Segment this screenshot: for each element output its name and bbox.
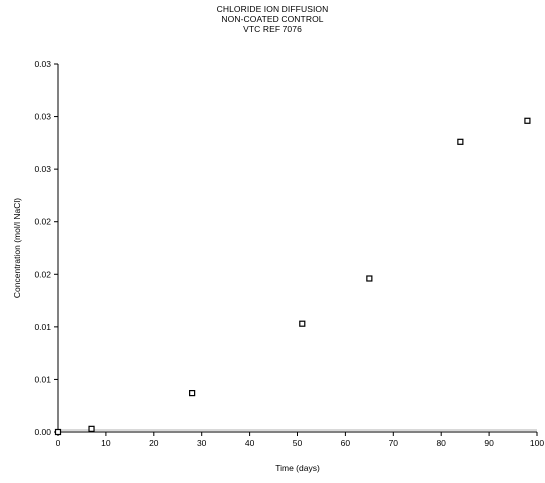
x-tick-label: 0 [56,438,61,448]
y-tick-label: 0.01 [34,322,51,332]
x-tick-label: 10 [101,438,111,448]
y-tick-label: 0.03 [34,164,51,174]
x-tick-label: 50 [293,438,303,448]
data-point [457,138,464,145]
y-tick-label: 0.03 [34,59,51,69]
x-tick-label: 80 [436,438,446,448]
x-axis-ticks: 0 10 20 30 40 50 60 70 80 90 100 [56,432,544,448]
x-axis-title: Time (days) [275,463,320,473]
y-tick-label: 0.02 [34,217,51,227]
chart-title: CHLORIDE ION DIFFUSION NON-COATED CONTRO… [0,4,545,34]
axes [57,64,537,433]
x-tick-label: 60 [341,438,351,448]
y-tick-label: 0.01 [34,374,51,384]
data-point [366,275,373,282]
data-point [524,117,531,124]
y-axis-title: Concentration (mol/l NaCl) [12,198,22,298]
x-tick-label: 70 [389,438,399,448]
y-tick-label: 0.03 [34,112,51,122]
y-tick-label: 0.02 [34,269,51,279]
x-tick-label: 90 [484,438,494,448]
chart-title-line-2: NON-COATED CONTROL [221,14,324,24]
data-point [54,428,62,436]
x-tick-label: 40 [245,438,255,448]
chart-title-line-3: VTC REF 7076 [243,24,302,34]
data-point [189,389,196,397]
x-tick-label: 20 [149,438,159,448]
data-point [299,320,306,327]
y-axis-ticks: 0.00 0.01 0.01 0.02 0.02 0.03 0.03 0.03 [34,59,58,437]
data-point [88,425,95,432]
y-tick-label: 0.00 [34,427,51,437]
data-points [54,117,531,436]
chart-title-line-1: CHLORIDE ION DIFFUSION [216,4,329,14]
x-tick-label: 100 [530,438,544,448]
x-tick-label: 30 [197,438,207,448]
